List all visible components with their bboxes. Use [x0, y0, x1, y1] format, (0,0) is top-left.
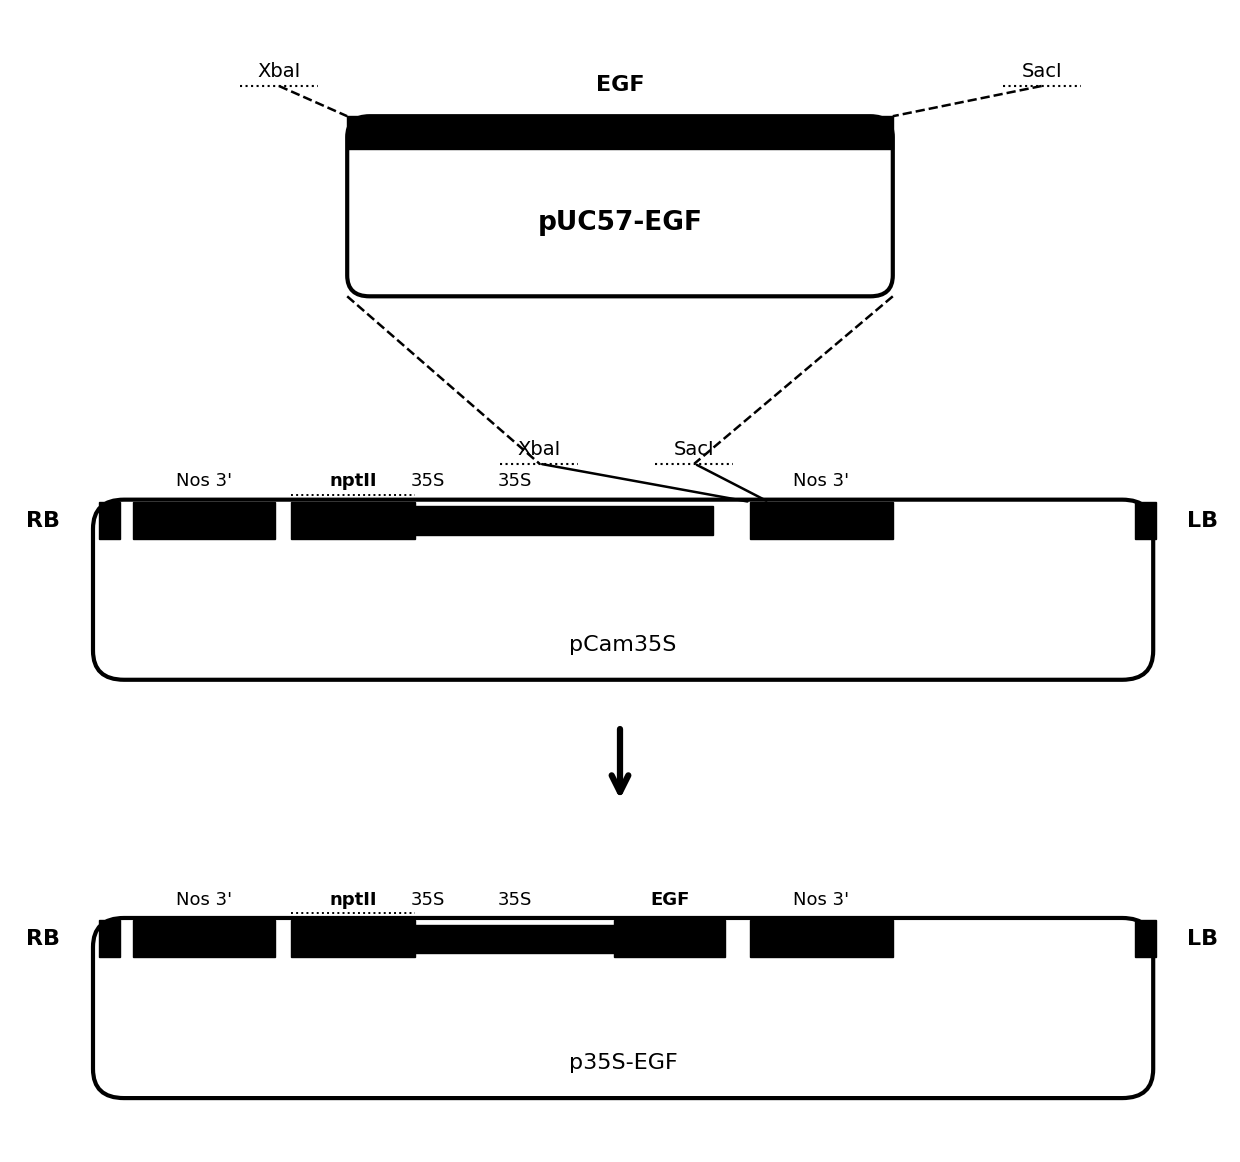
Text: 35S: 35S [410, 891, 445, 909]
Text: 35S: 35S [497, 891, 532, 909]
Bar [291, 502, 415, 539]
Bar [415, 507, 713, 535]
Text: Nos 3': Nos 3' [176, 891, 232, 909]
Bar [99, 920, 120, 957]
Text: EGF: EGF [650, 891, 689, 909]
FancyBboxPatch shape [93, 918, 1153, 1098]
Text: nptII: nptII [330, 473, 377, 490]
FancyBboxPatch shape [93, 500, 1153, 680]
Text: Nos 3': Nos 3' [794, 891, 849, 909]
Text: RB: RB [26, 928, 61, 949]
Text: SacI: SacI [675, 440, 714, 459]
Text: LB: LB [1187, 510, 1219, 531]
Text: 35S: 35S [497, 473, 532, 490]
Bar [750, 920, 893, 957]
Bar [415, 925, 713, 953]
Text: Nos 3': Nos 3' [176, 473, 232, 490]
Text: RB: RB [26, 510, 61, 531]
Text: pCam35S: pCam35S [569, 634, 677, 655]
Text: pUC57-EGF: pUC57-EGF [537, 209, 703, 236]
Bar [99, 502, 120, 539]
Bar [614, 920, 725, 957]
Text: XbaI: XbaI [518, 440, 560, 459]
Bar [750, 502, 893, 539]
Text: Nos 3': Nos 3' [794, 473, 849, 490]
FancyBboxPatch shape [347, 116, 893, 296]
Bar [133, 920, 275, 957]
Text: XbaI: XbaI [258, 63, 300, 81]
Bar [1135, 502, 1156, 539]
Bar [347, 116, 893, 149]
Bar [1135, 920, 1156, 957]
Text: EGF: EGF [595, 76, 645, 95]
Bar [291, 920, 415, 957]
Text: 35S: 35S [410, 473, 445, 490]
Text: p35S-EGF: p35S-EGF [569, 1053, 677, 1074]
Text: LB: LB [1187, 928, 1219, 949]
Bar [133, 502, 275, 539]
Text: nptII: nptII [330, 891, 377, 909]
Text: SacI: SacI [1022, 63, 1061, 81]
